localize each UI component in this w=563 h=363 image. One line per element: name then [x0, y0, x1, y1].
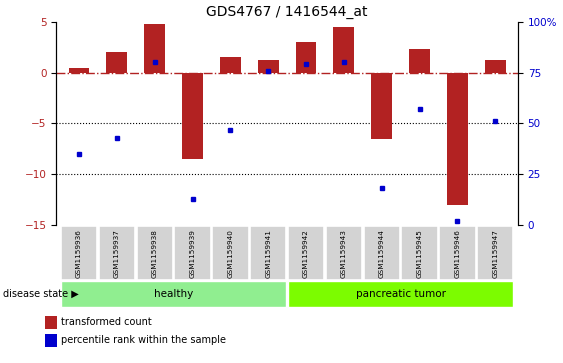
FancyBboxPatch shape — [401, 226, 438, 280]
Text: GSM1159940: GSM1159940 — [227, 229, 234, 278]
Text: GSM1159943: GSM1159943 — [341, 229, 347, 278]
Text: GSM1159947: GSM1159947 — [492, 229, 498, 278]
FancyBboxPatch shape — [477, 226, 513, 280]
Bar — [296, 42, 316, 73]
FancyBboxPatch shape — [364, 226, 400, 280]
FancyBboxPatch shape — [136, 226, 173, 280]
Bar — [447, 73, 468, 205]
Bar — [372, 73, 392, 139]
Title: GDS4767 / 1416544_at: GDS4767 / 1416544_at — [207, 5, 368, 19]
FancyBboxPatch shape — [326, 226, 362, 280]
Text: disease state ▶: disease state ▶ — [3, 289, 79, 299]
Text: GSM1159946: GSM1159946 — [454, 229, 461, 278]
Text: GSM1159944: GSM1159944 — [379, 229, 385, 278]
FancyBboxPatch shape — [250, 226, 287, 280]
Bar — [45, 316, 56, 329]
Bar — [485, 60, 506, 73]
Bar — [182, 73, 203, 159]
Text: GSM1159945: GSM1159945 — [417, 229, 423, 278]
Bar — [69, 68, 90, 73]
Text: GSM1159942: GSM1159942 — [303, 229, 309, 278]
FancyBboxPatch shape — [439, 226, 476, 280]
Text: GSM1159939: GSM1159939 — [190, 229, 195, 278]
Text: healthy: healthy — [154, 289, 193, 299]
Bar — [258, 60, 279, 73]
Text: pancreatic tumor: pancreatic tumor — [356, 289, 446, 299]
Text: GSM1159941: GSM1159941 — [265, 229, 271, 278]
FancyBboxPatch shape — [288, 226, 324, 280]
Bar — [333, 27, 354, 73]
Bar — [45, 334, 56, 347]
FancyBboxPatch shape — [61, 281, 287, 307]
FancyBboxPatch shape — [99, 226, 135, 280]
FancyBboxPatch shape — [61, 226, 97, 280]
FancyBboxPatch shape — [212, 226, 248, 280]
Text: transformed count: transformed count — [61, 317, 152, 327]
Text: GSM1159938: GSM1159938 — [151, 229, 158, 278]
Text: GSM1159937: GSM1159937 — [114, 229, 120, 278]
Text: GSM1159936: GSM1159936 — [76, 229, 82, 278]
Bar — [220, 57, 241, 73]
Text: percentile rank within the sample: percentile rank within the sample — [61, 335, 226, 346]
Bar — [409, 49, 430, 73]
Bar — [106, 52, 127, 73]
FancyBboxPatch shape — [175, 226, 211, 280]
Bar — [144, 24, 165, 73]
FancyBboxPatch shape — [288, 281, 513, 307]
